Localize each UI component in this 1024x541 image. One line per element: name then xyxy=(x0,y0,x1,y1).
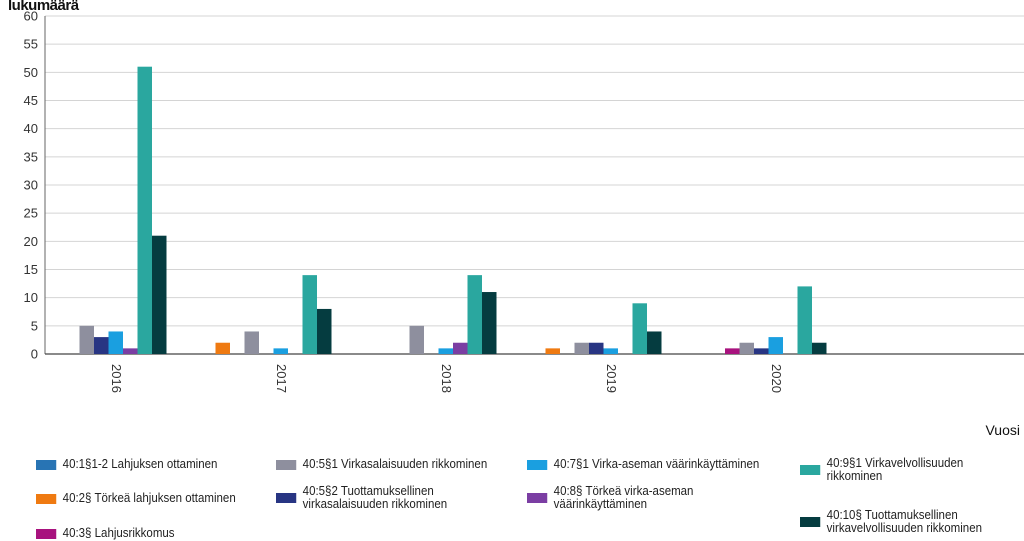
legend-item: 40:3§ Lahjusrikkomus xyxy=(36,527,175,540)
bar-2018-6 xyxy=(453,342,468,354)
bar-2016-5 xyxy=(108,331,123,354)
x-tick-label: 2019 xyxy=(604,364,619,393)
x-tick-label: 2017 xyxy=(274,364,289,393)
bar-2018-3 xyxy=(409,325,424,354)
bar-2016-7 xyxy=(137,66,152,354)
y-tick-label: 0 xyxy=(31,347,38,362)
bar-2017-1 xyxy=(215,342,230,354)
bar-2017-3 xyxy=(244,331,259,354)
bar-2019-4 xyxy=(589,342,604,354)
bar-2019-7 xyxy=(632,303,647,354)
bar-2019-5 xyxy=(603,348,618,354)
x-tick-label: 2018 xyxy=(439,364,454,393)
legend-item: 40:5§1 Virkasalaisuuden rikkominen xyxy=(276,458,487,471)
bar-2017-8 xyxy=(317,308,332,354)
y-tick-label: 15 xyxy=(24,262,38,277)
bar-2019-3 xyxy=(574,342,589,354)
bar-2018-7 xyxy=(467,275,482,354)
legend-item: 40:1§1-2 Lahjuksen ottaminen xyxy=(36,458,217,471)
bar-2018-8 xyxy=(482,292,497,354)
legend-label: 40:5§2 Tuottamuksellinen virkasalaisuude… xyxy=(302,484,448,511)
bar-2020-5 xyxy=(768,337,783,354)
y-tick-label: 40 xyxy=(24,121,38,136)
bar-2019-1 xyxy=(545,348,560,354)
y-tick-label: 20 xyxy=(24,234,38,249)
x-axis-title: Vuosi xyxy=(985,422,1020,438)
y-tick-label: 55 xyxy=(24,37,38,52)
legend-swatch xyxy=(36,528,57,539)
legend-swatch xyxy=(36,459,57,470)
bar-2018-5 xyxy=(438,348,453,354)
legend-label: 40:1§1-2 Lahjuksen ottaminen xyxy=(62,457,218,471)
y-tick-label: 60 xyxy=(24,9,38,24)
y-tick-label: 50 xyxy=(24,65,38,80)
legend-swatch xyxy=(276,493,297,503)
y-tick-label: 35 xyxy=(24,149,38,164)
legend-label: 40:2§ Törkeä lahjuksen ottaminen xyxy=(62,491,236,505)
legend-label: 40:3§ Lahjusrikkomus xyxy=(62,526,175,540)
legend-label: 40:5§1 Virkasalaisuuden rikkominen xyxy=(302,457,488,471)
bar-2017-7 xyxy=(302,275,317,354)
y-tick-label: 5 xyxy=(31,318,38,333)
x-tick-label: 2020 xyxy=(769,364,784,393)
legend-swatch xyxy=(800,465,821,475)
bar-2016-3 xyxy=(79,325,94,354)
legend-swatch xyxy=(527,493,548,503)
legend-swatch xyxy=(527,459,548,470)
legend-swatch xyxy=(276,459,297,470)
bar-2017-5 xyxy=(273,348,288,354)
legend-label: 40:7§1 Virka-aseman väärinkäyttäminen xyxy=(553,457,760,471)
legend-item: 40:9§1 Virkavelvollisuuden rikkominen xyxy=(800,457,974,483)
legend-item: 40:7§1 Virka-aseman väärinkäyttäminen xyxy=(527,458,759,471)
y-tick-label: 45 xyxy=(24,93,38,108)
bar-2016-8 xyxy=(152,235,167,354)
bar-2019-8 xyxy=(647,331,662,354)
y-axis-title: lukumäärä xyxy=(8,0,79,14)
bar-2020-7 xyxy=(797,286,812,354)
legend-item: 40:10§ Tuottamuksellinen virkavelvollisu… xyxy=(800,509,1001,535)
bar-2016-6 xyxy=(123,348,138,354)
y-tick-label: 30 xyxy=(24,178,38,193)
legend-swatch xyxy=(800,517,821,527)
legend-label: 40:8§ Törkeä virka-aseman väärinkäyttämi… xyxy=(553,484,694,511)
legend-item: 40:5§2 Tuottamuksellinen virkasalaisuude… xyxy=(276,485,488,511)
legend-item: 40:2§ Törkeä lahjuksen ottaminen xyxy=(36,492,236,505)
bar-2020-3 xyxy=(739,342,754,354)
x-tick-label: 2016 xyxy=(109,364,124,393)
legend-label: 40:9§1 Virkavelvollisuuden rikkominen xyxy=(826,456,964,483)
bar-chart: 0 5 10 15 20 25 30 35 40 45 50 55 60 2016 2017 2018 2019… xyxy=(24,9,1024,393)
bar-2020-2 xyxy=(725,348,740,354)
y-tick-label: 10 xyxy=(24,290,38,305)
y-tick-label: 25 xyxy=(24,206,38,221)
legend: 40:1§1-2 Lahjuksen ottaminen 40:2§ Törke… xyxy=(0,448,1024,541)
legend-label: 40:10§ Tuottamuksellinen virkavelvollisu… xyxy=(826,508,983,535)
legend-swatch xyxy=(36,493,57,504)
legend-item: 40:8§ Törkeä virka-aseman väärinkäyttämi… xyxy=(527,485,715,511)
bar-2020-8 xyxy=(812,342,827,354)
bar-2020-4 xyxy=(754,348,769,354)
bar-2016-4 xyxy=(94,337,109,354)
